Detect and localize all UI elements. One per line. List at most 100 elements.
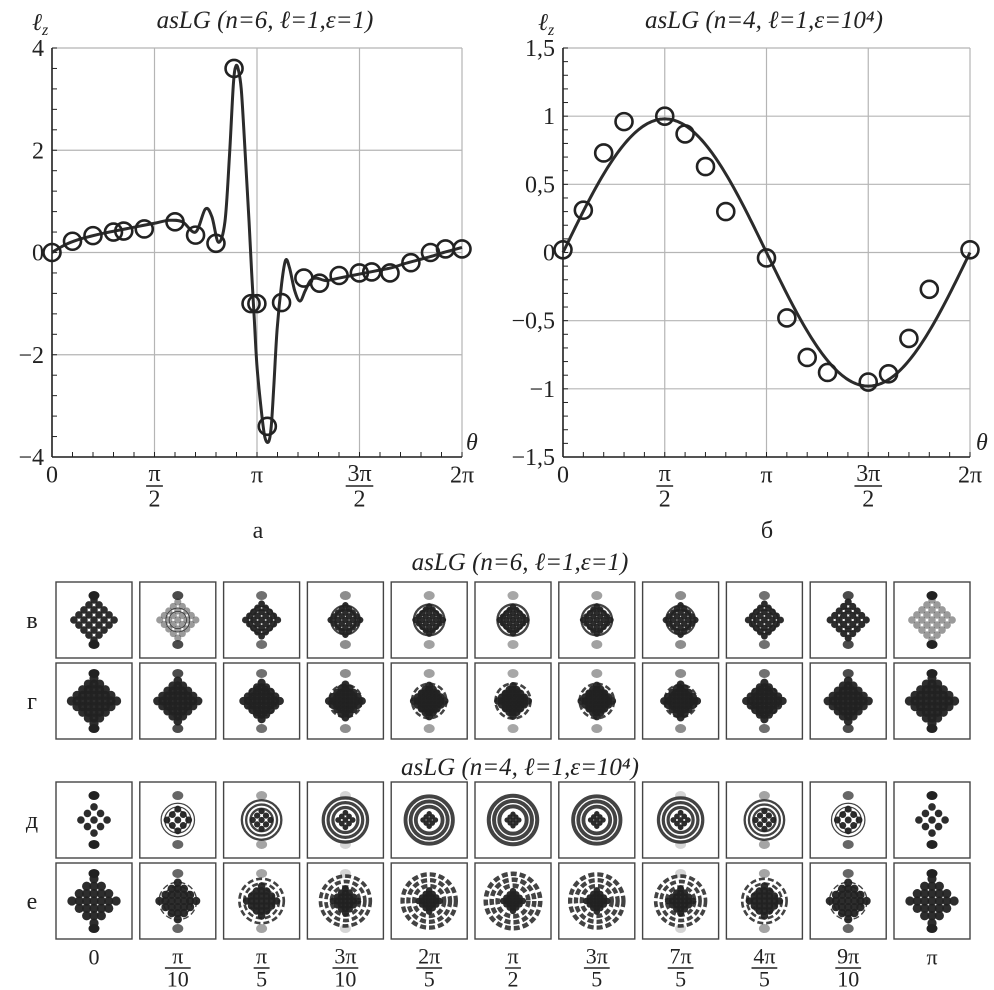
pattern-r3-c9-dot-5 bbox=[837, 890, 847, 900]
pattern-r1-c9-ring-2 bbox=[834, 687, 863, 715]
pattern-r0-c7-ring-1 bbox=[669, 608, 693, 632]
pattern-r0-c1-dot-12 bbox=[174, 616, 182, 624]
pattern-r1-c1 bbox=[153, 668, 203, 734]
pattern-r0-c2 bbox=[242, 591, 282, 649]
pattern-r0-c10-dot-8 bbox=[923, 621, 931, 629]
pattern-r3-c10-dot-5 bbox=[920, 889, 930, 899]
chart-b-series-markers bbox=[553, 106, 980, 392]
pattern-r2-c5-ring-1 bbox=[497, 804, 529, 836]
pattern-r0-c10-dot-17 bbox=[933, 621, 941, 629]
pattern-r3-c0-dot-21 bbox=[104, 889, 114, 899]
pattern-r0-c10-dot-16 bbox=[933, 611, 941, 619]
pattern-r3-c0-dot-17 bbox=[96, 889, 106, 899]
pattern-r0-c2-dot-24 bbox=[274, 616, 282, 624]
pattern-r0-c10-dot-22 bbox=[943, 611, 951, 619]
chart-b-marker-6 bbox=[695, 156, 716, 177]
chart-b-minor-ticks bbox=[562, 47, 971, 458]
pattern-r1-c6-ring-1 bbox=[583, 687, 611, 715]
pattern-r2-c9-dot-2 bbox=[839, 821, 847, 829]
pattern-r3-c10-dot-20 bbox=[934, 911, 944, 921]
pattern-r1-c1-dot-40 bbox=[193, 696, 203, 706]
pattern-r3-c1-dot-5 bbox=[167, 890, 176, 900]
pattern-r2-c2-dot-1 bbox=[254, 812, 261, 819]
pattern-cell-r0-c1 bbox=[139, 581, 217, 659]
pattern-r0-c10-dot-4 bbox=[918, 616, 926, 624]
pattern-r1-c0-dot-40 bbox=[112, 696, 122, 706]
pattern-r0-c0-dot-21 bbox=[100, 626, 108, 634]
pattern-r3-c0-dot-22 bbox=[104, 896, 114, 906]
pattern-r0-c3-lobe-bottom bbox=[339, 639, 351, 649]
chart-a-series-markers bbox=[42, 58, 472, 437]
chart-b-xtick-label-1-den: 2 bbox=[659, 486, 671, 512]
pattern-r2-c1-dot-7 bbox=[179, 821, 187, 829]
pattern-r2-c8-dot-4 bbox=[761, 816, 768, 824]
column-label-4: 2π5 bbox=[416, 944, 443, 990]
pattern-r0-c10-dot-2 bbox=[913, 621, 921, 629]
chart-b-xtick-label-3: 3π2 bbox=[854, 461, 883, 512]
pattern-r2-c10-dot-2 bbox=[921, 822, 930, 831]
pattern-r3-c0-dot-6 bbox=[82, 896, 92, 906]
pattern-r3-c3-lobe-top bbox=[339, 868, 351, 878]
pattern-r1-c4 bbox=[409, 668, 449, 734]
pattern-r3-c0-lobe-bottom bbox=[88, 924, 100, 934]
pattern-r1-c8-lobe-bottom bbox=[758, 724, 770, 734]
pattern-r0-c0-dot-11 bbox=[90, 606, 98, 614]
pattern-r3-c0-dot-16 bbox=[96, 881, 106, 891]
column-label-0: 0 bbox=[89, 945, 100, 970]
pattern-r2-c9-dot-1 bbox=[839, 811, 847, 819]
pattern-r3-c10-dot-24 bbox=[949, 896, 959, 906]
chart-b-ylabel-main: ℓ bbox=[538, 10, 548, 36]
pattern-r1-c8-lobe-top bbox=[758, 668, 770, 678]
pattern-r2-c10 bbox=[915, 791, 949, 849]
chart-a-marker-4 bbox=[113, 221, 134, 241]
pattern-r3-c5-ring-2 bbox=[489, 877, 537, 925]
chart-a: asLG (n=6, ℓ=1,ε=1) ℓz θ а 420−2−40 π2π 3π… bbox=[18, 7, 478, 544]
pattern-cell-r1-c8 bbox=[725, 662, 804, 740]
pattern-r0-c4-lobe-top bbox=[423, 591, 435, 601]
chart-a-xtick-label-3: 3π2 bbox=[345, 461, 374, 512]
pattern-r3-c2-ring-2 bbox=[242, 882, 281, 920]
pattern-r1-c5-lobe-bottom bbox=[507, 724, 519, 734]
pattern-cell-r2-c1 bbox=[139, 781, 217, 859]
pattern-r2-c2-ring-2 bbox=[244, 803, 279, 837]
pattern-r0-c0-dot-24 bbox=[110, 616, 118, 624]
chart-a-xtick-label-2-text: π bbox=[251, 462, 263, 488]
pattern-cell-r2-c3 bbox=[306, 781, 385, 859]
pattern-r3-c10-lobe-bottom bbox=[926, 924, 938, 934]
column-label-6-num: 3π bbox=[586, 944, 608, 969]
pattern-r3-c1-dot-12 bbox=[173, 896, 182, 906]
chart-b-marker-14 bbox=[899, 328, 919, 349]
pattern-cell-r1-c1 bbox=[139, 662, 217, 740]
column-label-9-den: 10 bbox=[837, 967, 859, 990]
pattern-r2-c4-dot-8 bbox=[432, 817, 439, 823]
pattern-r2-c8-lobe-top bbox=[758, 791, 770, 801]
pattern-r2-c3-dot-4 bbox=[342, 817, 349, 823]
pattern-r0-c10-dot-1 bbox=[913, 611, 921, 619]
pattern-r0-c0-dot-23 bbox=[105, 621, 113, 629]
pattern-r1-c5-lobe-top bbox=[507, 668, 519, 678]
pattern-r0-c10-dot-0 bbox=[908, 616, 916, 624]
pattern-r2-c5 bbox=[486, 793, 540, 847]
pattern-cell-r2-c5 bbox=[474, 781, 552, 859]
pattern-r2-c6-ring-1 bbox=[581, 804, 613, 836]
pattern-r2-c10-dot-7 bbox=[934, 822, 943, 831]
pattern-cell-r2-c4 bbox=[390, 781, 468, 859]
pattern-r0-c0-dot-3 bbox=[80, 606, 88, 614]
pattern-cell-r3-c4 bbox=[390, 862, 468, 940]
pattern-r0-c10-dot-9 bbox=[923, 631, 931, 639]
chart-a-marker-9 bbox=[224, 58, 244, 79]
pattern-r0-c9-dot-5 bbox=[835, 625, 843, 633]
pattern-r1-c8 bbox=[742, 668, 787, 734]
pattern-r0-c5-lobe-bottom bbox=[507, 639, 519, 649]
pattern-r1-c10-dot-36 bbox=[938, 707, 948, 717]
pattern-r0-c8-lobe-bottom bbox=[758, 639, 770, 649]
pattern-r2-c9-lobe-bottom bbox=[842, 839, 854, 849]
chart-a-ytick-label-4: −4 bbox=[18, 445, 44, 471]
chart-b-xlabel: θ bbox=[976, 430, 988, 456]
pattern-r0-c3-ring-2 bbox=[329, 604, 361, 636]
row-label-2: д bbox=[26, 808, 38, 834]
pattern-r2-c3-dot-0 bbox=[335, 817, 342, 823]
pattern-r0-c1-dot-19 bbox=[183, 607, 191, 615]
pattern-r2-c0-dot-0 bbox=[77, 816, 85, 824]
chart-b-xtick-label-0: 0 bbox=[557, 462, 569, 488]
